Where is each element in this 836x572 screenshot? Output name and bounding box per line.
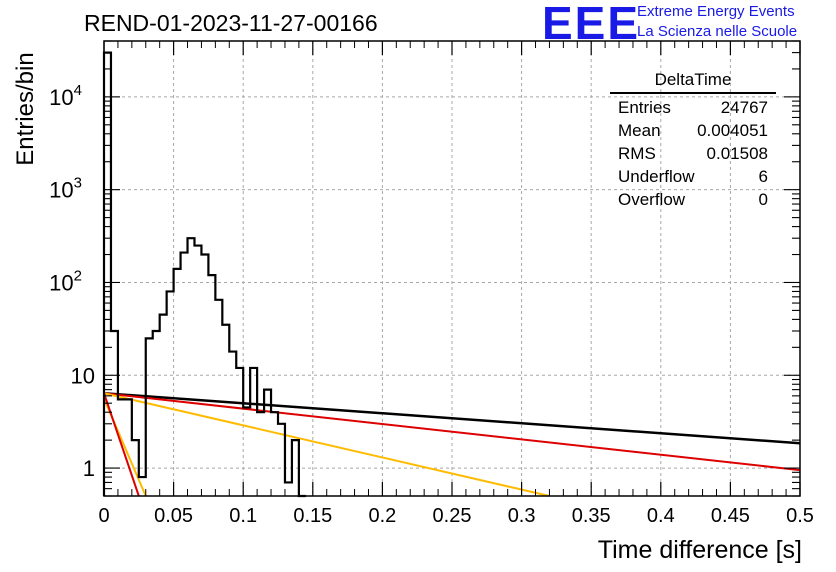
stats-label: Mean: [618, 121, 661, 140]
stats-box: DeltaTime Entries 24767 Mean 0.004051 RMS 0.0…: [610, 70, 776, 211]
stats-value: 0.004051: [697, 121, 768, 140]
x-tick-label: 0.2: [368, 505, 396, 527]
y-tick-label: 104: [49, 82, 82, 110]
fit-curve-0: [103, 392, 801, 445]
fit-curve-1: [103, 392, 801, 472]
x-tick-label: 0.45: [711, 505, 750, 527]
y-tick-label: 1: [83, 456, 95, 481]
x-axis-ticks: 0 0.05 0.1 0.15 0.2 0.25 0.3 0.35 0.4 0.45 0.5: [98, 41, 814, 527]
stats-row: Entries 24767: [610, 96, 776, 119]
fit-curve-4: [103, 392, 140, 497]
y-tick-label: 102: [49, 267, 82, 295]
stats-row: Mean 0.004051: [610, 119, 776, 142]
fit-curves: [103, 392, 801, 497]
y-tick-exponent: 4: [74, 82, 82, 99]
y-tick-base: 1: [83, 456, 95, 481]
y-tick-base: 10: [49, 270, 73, 295]
logo-line-1: Extreme Energy Events: [637, 3, 795, 20]
y-tick-exponent: 3: [74, 175, 82, 192]
x-tick-label: 0.15: [293, 505, 332, 527]
stats-title: DeltaTime: [610, 70, 776, 94]
eee-logo: EEE: [542, 0, 641, 49]
stats-row: Underflow 6: [610, 165, 776, 188]
stats-label: Underflow: [618, 167, 695, 186]
histogram: [102, 51, 306, 498]
x-tick-label: 0.4: [647, 505, 675, 527]
stats-row: RMS 0.01508: [610, 142, 776, 165]
stats-label: Entries: [618, 98, 671, 117]
stats-value: 6: [758, 167, 768, 186]
fit-curve-2: [103, 392, 550, 497]
logo-line-2: La Scienza nelle Scuole: [637, 23, 798, 40]
stats-value: 24767: [720, 98, 768, 117]
x-tick-label: 0.35: [572, 505, 611, 527]
y-tick-base: 10: [49, 178, 73, 203]
x-tick-label: 0.25: [433, 505, 472, 527]
x-axis-label: Time difference [s]: [597, 536, 802, 564]
stats-rows: Entries 24767 Mean 0.004051 RMS 0.01508 Underf…: [610, 96, 776, 211]
y-tick-base: 10: [71, 363, 95, 388]
y-tick-label: 10: [71, 363, 95, 388]
histogram-outline: [102, 51, 306, 498]
y-tick-base: 10: [49, 85, 73, 110]
stats-row: Overflow 0: [610, 188, 776, 211]
run-title: REND-01-2023-11-27-00166: [84, 10, 378, 36]
x-tick-label: 0.1: [229, 505, 257, 527]
grid-lines: [104, 41, 800, 496]
y-tick-exponent: 2: [74, 267, 82, 284]
x-tick-label: 0.05: [154, 505, 193, 527]
y-axis-label: Entries/bin: [12, 52, 39, 166]
x-tick-label: 0.5: [786, 505, 814, 527]
y-tick-label: 103: [49, 175, 82, 203]
stats-label: Overflow: [618, 190, 686, 209]
x-tick-label: 0.3: [508, 505, 536, 527]
stats-label: RMS: [618, 144, 656, 163]
stats-value: 0: [758, 190, 768, 209]
stats-value: 0.01508: [706, 144, 768, 163]
x-tick-label: 0: [98, 505, 109, 527]
